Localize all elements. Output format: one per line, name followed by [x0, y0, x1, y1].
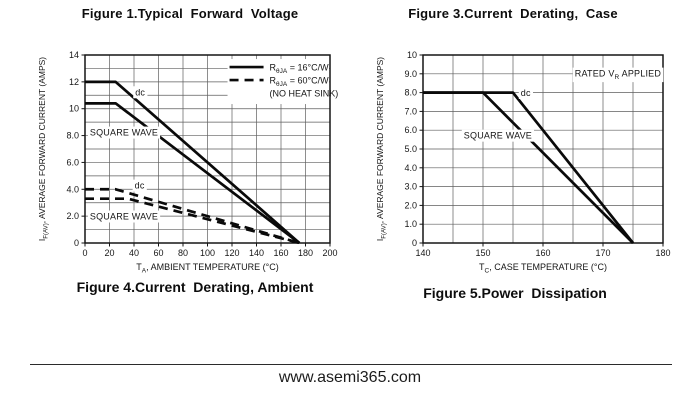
y-axis-tick-label: 1.0 — [404, 219, 417, 229]
x-axis-tick-label: 60 — [153, 248, 163, 258]
x-axis-tick-label: 0 — [82, 248, 87, 258]
website-url: www.asemi365.com — [278, 369, 422, 386]
y-axis-tick-label: 2.0 — [404, 200, 417, 210]
x-axis-tick-label: 150 — [475, 248, 490, 258]
x-axis-tick-label: 80 — [178, 248, 188, 258]
y-axis-label: IF(AV), AVERAGE FORWARD CURRENT (AMPS) — [375, 57, 388, 241]
annotation-mask — [461, 129, 535, 142]
y-axis-tick-label: 0 — [412, 238, 417, 248]
figure3-title: Figure 3.Current Derating, Case — [408, 6, 618, 21]
y-axis-tick-label: 8.0 — [66, 131, 79, 141]
x-axis-tick-label: 100 — [200, 248, 215, 258]
footer-divider — [30, 364, 672, 365]
y-axis-tick-label: 2.0 — [66, 211, 79, 221]
x-axis-label: TA, AMBIENT TEMPERATURE (°C) — [136, 262, 278, 275]
annotation-label: RATED VR APPLIED — [575, 69, 662, 82]
x-axis-tick-label: 40 — [129, 248, 139, 258]
y-axis-tick-label: 6.0 — [404, 125, 417, 135]
ambient-derating-chart: 0 20 40 60 80 100 120 140 160 180 200 0 2.0 4.0 6.0 8.0… — [37, 50, 339, 275]
annotation-mask — [518, 86, 534, 99]
x-axis-tick-label: 140 — [415, 248, 430, 258]
case-derating-chart: 140 150 160 170 180 0 1.0 2.0 3.0 4.0 5.0 6.0 7.0 8.0… — [375, 50, 671, 275]
y-axis-tick-label: 14 — [69, 50, 79, 60]
legend-label: RθJA = 16°C/W — [270, 63, 330, 76]
annotation-label: dc — [521, 88, 531, 98]
y-axis-tick-label: 7.0 — [404, 106, 417, 116]
series-line-dc-dashed — [85, 187, 300, 245]
x-axis-tick-label: 120 — [224, 248, 239, 258]
figure1-title: Figure 1.Typical Forward Voltage — [81, 6, 299, 21]
annotation-mask — [87, 210, 161, 223]
y-axis-label: IF(AV), AVERAGE FORWARD CURRENT (AMPS) — [37, 57, 50, 241]
y-axis-tick-label: 9.0 — [404, 69, 417, 79]
annotation-label: SQUARE WAVE — [90, 128, 158, 138]
legend-label: (NO HEAT SINK) — [270, 89, 339, 99]
annotation-mask — [133, 86, 148, 99]
annotation-mask — [87, 126, 161, 139]
x-axis-tick-label: 200 — [322, 248, 337, 258]
annotation-mask — [132, 179, 147, 192]
x-axis-label: TC, CASE TEMPERATURE (°C) — [479, 262, 607, 275]
y-axis-tick-label: 0 — [74, 238, 79, 248]
annotation-mask — [572, 67, 664, 83]
series-line-square-wave-solid — [85, 101, 301, 245]
y-axis-tick-label: 10 — [407, 50, 417, 60]
y-axis-tick-label: 12 — [69, 77, 79, 87]
annotation-label: dc — [135, 87, 145, 97]
annotation-label: SQUARE WAVE — [90, 212, 158, 222]
y-axis-tick-label: 4.0 — [404, 163, 417, 173]
x-axis-tick-label: 140 — [249, 248, 264, 258]
x-axis-tick-label: 160 — [273, 248, 288, 258]
y-axis-tick-label: 6.0 — [66, 157, 79, 167]
x-axis-tick-label: 20 — [104, 248, 114, 258]
legend-label: RθJA = 60°C/W — [270, 76, 330, 89]
x-axis-tick-label: 180 — [655, 248, 670, 258]
figure4-caption: Figure 4.Current Derating, Ambient — [76, 279, 314, 295]
annotation-label: SQUARE WAVE — [464, 131, 532, 141]
y-axis-tick-label: 5.0 — [404, 144, 417, 154]
series-line-square-wave-solid — [423, 91, 634, 244]
y-axis-tick-label: 4.0 — [66, 184, 79, 194]
series-line-dc-solid — [85, 80, 301, 245]
y-axis-tick-label: 10 — [69, 104, 79, 114]
y-axis-tick-label: 3.0 — [404, 182, 417, 192]
figure5-caption: Figure 5.Power Dissipation — [423, 285, 607, 301]
x-axis-tick-label: 180 — [298, 248, 313, 258]
annotation-label: dc — [135, 181, 145, 191]
y-axis-tick-label: 8.0 — [404, 88, 417, 98]
x-axis-tick-label: 160 — [535, 248, 550, 258]
x-axis-tick-label: 170 — [595, 248, 610, 258]
